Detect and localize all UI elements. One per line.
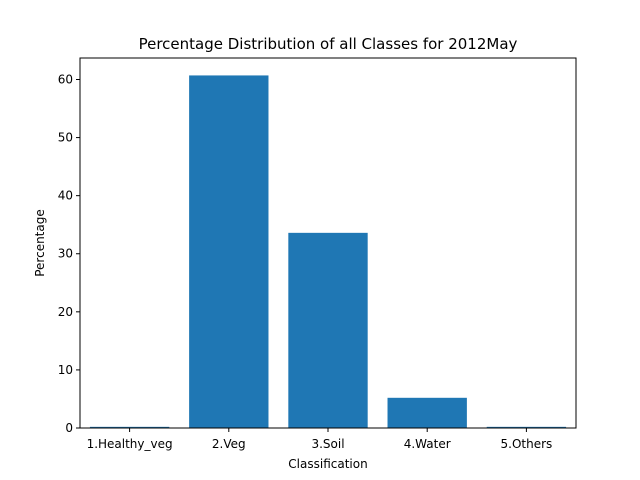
x-axis-ticks: 1.Healthy_veg 2.Veg 3.Soil 4.Water 5.Others bbox=[87, 428, 553, 451]
x-tick-label: 4.Water bbox=[404, 437, 451, 451]
x-tick-label: 5.Others bbox=[501, 437, 553, 451]
y-tick-label: 10 bbox=[58, 363, 73, 377]
x-axis-label: Classification bbox=[288, 457, 367, 471]
y-tick-label: 40 bbox=[58, 189, 73, 203]
bar-2 bbox=[189, 75, 269, 429]
bar-3 bbox=[288, 232, 368, 428]
y-axis-ticks: 0 10 20 30 40 50 60 bbox=[58, 72, 80, 435]
x-tick-label: 2.Veg bbox=[212, 437, 246, 451]
bar-1 bbox=[89, 426, 170, 428]
y-tick-label: 60 bbox=[58, 72, 73, 86]
x-tick-label: 1.Healthy_veg bbox=[87, 437, 173, 451]
bar-4 bbox=[387, 397, 467, 428]
y-axis-label: Percentage bbox=[33, 209, 47, 277]
chart-title: Percentage Distribution of all Classes f… bbox=[139, 35, 518, 53]
y-tick-label: 50 bbox=[58, 131, 73, 145]
bar-5 bbox=[486, 426, 567, 428]
bars bbox=[89, 75, 567, 429]
y-tick-label: 0 bbox=[65, 421, 73, 435]
y-tick-label: 30 bbox=[58, 247, 73, 261]
y-tick-label: 20 bbox=[58, 305, 73, 319]
x-tick-label: 3.Soil bbox=[311, 437, 344, 451]
